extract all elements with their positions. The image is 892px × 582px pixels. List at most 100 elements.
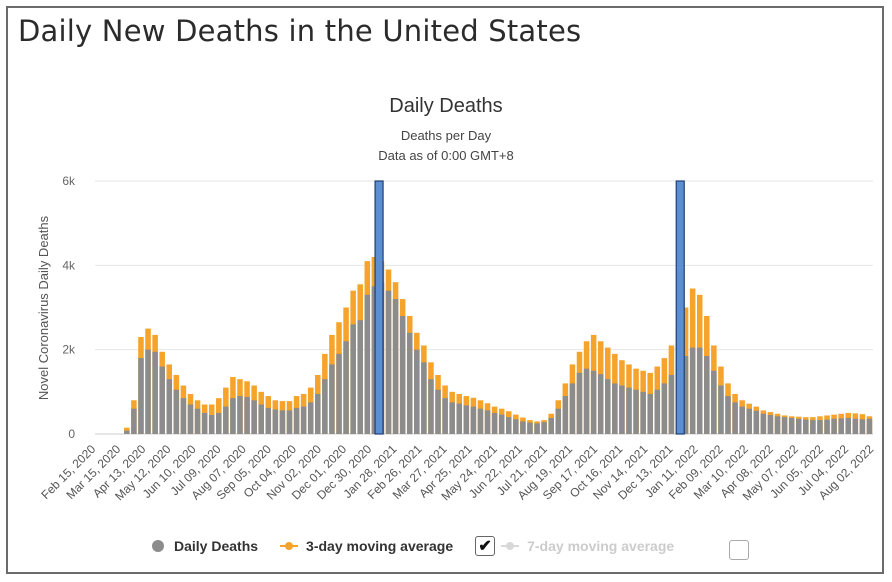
bar-daily-deaths [569,383,576,434]
bar-daily-deaths [152,351,158,434]
legend-item-7-day-average[interactable]: 7-day moving average [501,538,674,554]
bar-daily-deaths [612,383,618,434]
bar-daily-deaths [357,320,363,434]
bar-daily-deaths [541,422,547,434]
bar-daily-deaths [421,362,427,434]
chart-legend: Daily Deaths 3-day moving average ✔ 7-da… [152,534,696,558]
bar-daily-deaths [498,414,505,434]
bar-daily-deaths [491,412,498,434]
bar-daily-deaths [718,385,724,434]
bar-daily-deaths [449,402,455,434]
checkbox-unchecked[interactable] [729,540,749,560]
bar-daily-deaths [824,419,830,434]
bar-daily-deaths [456,403,463,434]
bar-daily-deaths [753,410,760,434]
bar-daily-deaths [477,408,484,434]
bar-daily-deaths [739,406,745,434]
bar-daily-deaths [307,402,314,434]
bar-daily-deaths [576,372,583,434]
bar-daily-deaths [244,396,250,434]
bar-daily-deaths [315,393,321,434]
bar-daily-deaths [597,374,604,434]
bar-daily-deaths [258,404,264,434]
legend-label: 3-day moving average [306,538,454,554]
bar-daily-deaths [166,379,173,434]
bar-daily-deaths [654,389,661,434]
bar-daily-deaths [682,355,689,434]
legend-label: Daily Deaths [174,538,259,554]
bar-daily-deaths [527,422,533,434]
chart-title: Daily Deaths [389,95,503,117]
bar-daily-deaths [774,416,781,434]
bar-daily-deaths [845,417,852,434]
bar-daily-deaths [788,417,795,434]
bar-daily-deaths [810,420,816,434]
bar-daily-deaths [201,412,208,434]
bar-daily-deaths [159,366,165,434]
bar-daily-deaths [371,286,378,434]
bar-daily-deaths [187,404,194,434]
bar-daily-deaths [583,368,590,434]
circle-icon [152,540,164,552]
bar-daily-deaths [124,430,130,434]
bar-daily-deaths [208,415,215,434]
bar-daily-deaths [180,398,187,434]
bar-daily-deaths [866,418,873,434]
y-tick-label: 2k [62,343,76,357]
bar-daily-deaths [725,396,731,434]
bar-daily-deaths [230,398,236,434]
line-marker-icon [280,540,299,552]
bar-daily-deaths [237,396,243,434]
bar-daily-deaths [633,389,639,434]
bar-daily-deaths [194,408,201,434]
highlight-marker [374,180,384,435]
bar-daily-deaths [343,341,349,434]
bar-daily-deaths [385,290,392,434]
bar-daily-deaths [463,405,470,434]
bar-daily-deaths [251,400,257,434]
bar-daily-deaths [520,421,526,434]
bar-daily-deaths [852,418,859,434]
checkmark-icon: ✔ [478,538,492,555]
bar-daily-deaths [322,379,328,434]
bar-daily-deaths [414,349,420,434]
bar-daily-deaths [406,332,413,434]
bar-daily-deaths [364,294,371,434]
bar-daily-deaths [619,385,625,434]
bar-daily-deaths [470,406,477,434]
bar-daily-deaths [803,419,809,434]
bar-daily-deaths [548,417,554,434]
bar-daily-deaths [428,379,434,434]
y-tick-label: 6k [62,174,76,188]
bar-daily-deaths [555,408,562,434]
bar-daily-deaths [859,419,866,434]
bar-daily-deaths [760,413,767,434]
bar-daily-deaths [442,398,448,434]
bar-daily-deaths [484,410,491,434]
highlight-marker [675,180,685,435]
bar-daily-deaths [640,391,646,434]
bar-daily-deaths [689,347,696,434]
legend-item-daily-deaths[interactable]: Daily Deaths [152,538,258,554]
legend-item-3-day-average[interactable]: 3-day moving average [280,538,453,554]
y-axis-label: Novel Coronavirus Daily Deaths [36,215,51,400]
bar-daily-deaths [817,420,823,434]
bar-daily-deaths [704,355,710,434]
bar-daily-deaths [435,389,441,434]
y-tick-label: 4k [62,258,76,272]
y-tick-label: 0 [68,427,75,441]
bar-daily-deaths [668,374,675,434]
bar-daily-deaths [138,358,144,434]
bar-daily-deaths [696,347,703,434]
checkbox-checked[interactable]: ✔ [475,536,496,556]
bar-daily-deaths [216,412,222,434]
bar-daily-deaths [272,409,279,434]
legend-label: 7-day moving average [527,538,675,554]
bar-daily-deaths [781,417,788,434]
line-marker-icon [501,540,520,552]
bar-daily-deaths [838,418,844,434]
bar-daily-deaths [534,423,540,434]
bar-daily-deaths [626,387,632,434]
bar-daily-deaths [831,418,837,434]
